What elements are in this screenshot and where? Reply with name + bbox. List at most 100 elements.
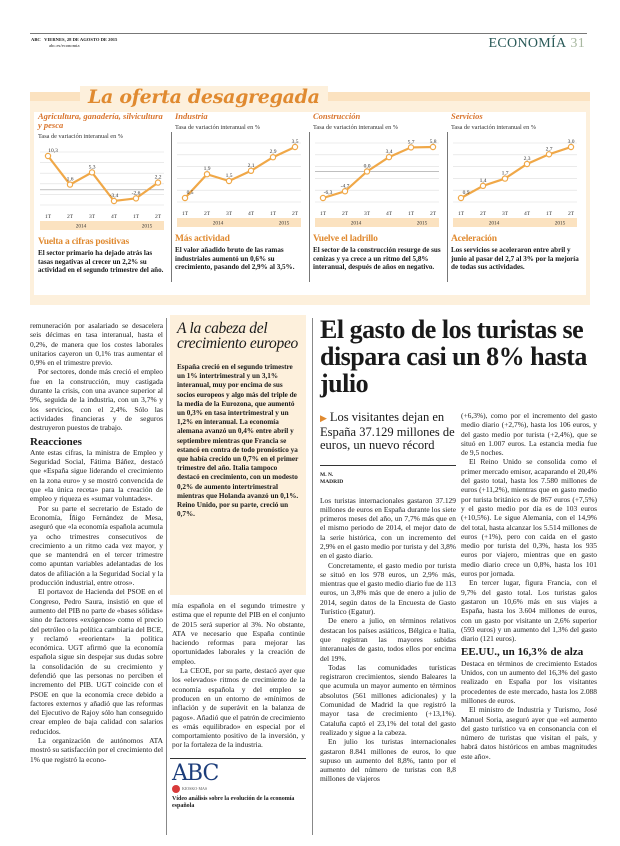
year-band bbox=[453, 218, 539, 227]
series-line bbox=[184, 146, 296, 199]
data-point bbox=[457, 194, 465, 202]
x-tick-label: 1T bbox=[45, 214, 52, 220]
x-tick-label: 1T bbox=[182, 211, 189, 217]
chart-panel: Industria Tasa de variación interanual en… bbox=[175, 112, 305, 292]
year-label: 2014 bbox=[351, 221, 362, 227]
paragraph: Todas las comunidades turísticas registr… bbox=[320, 662, 456, 737]
x-tick-label: 2T bbox=[292, 211, 299, 217]
sidebar-box: A la cabeza del crecimiento europeo Espa… bbox=[170, 315, 306, 595]
data-label: 0,0 bbox=[364, 163, 371, 169]
data-label: 0,9 bbox=[463, 190, 470, 196]
chart-title: Construcción bbox=[313, 111, 361, 121]
abc-logo: ABC bbox=[172, 760, 219, 786]
brand: ABC bbox=[31, 37, 41, 42]
data-label: 3,4 bbox=[386, 149, 393, 155]
chart-panel: Servicios Tasa de variación interanual en… bbox=[451, 112, 581, 292]
series-line bbox=[322, 145, 434, 200]
infographic: La oferta desagregada Agricultura, ganad… bbox=[30, 86, 590, 305]
year-band bbox=[315, 218, 401, 227]
data-point bbox=[247, 167, 255, 175]
data-label: 2,7 bbox=[546, 146, 553, 152]
x-tick-label: 1T bbox=[546, 211, 553, 217]
data-point bbox=[132, 195, 140, 202]
x-tick-label: 1T bbox=[270, 211, 277, 217]
x-tick-label: 2T bbox=[67, 214, 74, 220]
x-tick-label: 2T bbox=[568, 211, 575, 217]
data-label: 2,1 bbox=[248, 163, 255, 169]
column-1: remuneración por asalariado se desaceler… bbox=[30, 321, 163, 764]
panel-text: Los servicios se aceleraron entre abril … bbox=[451, 246, 579, 272]
data-point bbox=[545, 151, 553, 158]
data-label: -3,4 bbox=[110, 193, 119, 199]
series-line bbox=[460, 145, 572, 199]
paragraph: La CEOE, por su parte, destacó ayer que … bbox=[172, 666, 305, 750]
x-tick-label: 4T bbox=[524, 211, 531, 217]
paragraph: Concretamente, el gasto medio por turist… bbox=[320, 560, 456, 617]
year-label: 2015 bbox=[417, 221, 428, 227]
column-3: Los turistas internacionales gastaron 37… bbox=[320, 496, 456, 784]
x-tick-label: 1T bbox=[133, 214, 140, 220]
section-header: ECONOMÍA 31 bbox=[489, 36, 585, 52]
panel-divider bbox=[309, 132, 310, 282]
data-point bbox=[567, 143, 575, 151]
data-point bbox=[319, 194, 327, 202]
subheading: Reacciones bbox=[30, 435, 82, 448]
x-tick-label: 1T bbox=[458, 211, 465, 217]
paragraph: Ante estas cifras, la ministra de Empleo… bbox=[30, 447, 163, 504]
panel-text: El valor añadido bruto de las ramas indu… bbox=[175, 246, 295, 272]
data-label: 2,2 bbox=[155, 175, 162, 181]
year-label: 2014 bbox=[76, 224, 87, 230]
paragraph: De enero a julio, en términos relativos … bbox=[320, 616, 456, 663]
data-label: 3,5 bbox=[292, 139, 299, 145]
paragraph: La organización de autónomos ATA mostró … bbox=[30, 736, 164, 764]
deck-text: Los visitantes dejan en España 37.129 mi… bbox=[320, 410, 455, 452]
data-label: 2,3 bbox=[524, 156, 531, 162]
x-tick-label: 1T bbox=[320, 211, 327, 217]
column-4: (+6,3%), como por el incremento del gast… bbox=[461, 411, 597, 761]
video-caption[interactable]: Vídeo análisis sobre la evolución de la … bbox=[172, 795, 295, 809]
year-label: 2015 bbox=[279, 221, 290, 227]
chart-panel: Agricultura, ganadería, silvicultura y p… bbox=[38, 112, 168, 292]
paragraph: En tercer lugar, figura Francia, con el … bbox=[461, 578, 597, 644]
data-point bbox=[66, 181, 74, 188]
paragraph: Por su parte el secretario de Estado de … bbox=[30, 503, 163, 588]
play-icon bbox=[172, 784, 180, 793]
data-label: 2,9 bbox=[270, 149, 277, 155]
data-point bbox=[88, 169, 96, 176]
year-band bbox=[40, 221, 126, 230]
page-header-left: ABC VIERNES, 28 DE AGOSTO DE 2015 abc.es… bbox=[31, 37, 117, 48]
year-band bbox=[263, 218, 301, 227]
video-promo[interactable]: ABC KIOSKO·MAS Vídeo análisis sobre la e… bbox=[170, 757, 306, 810]
data-point bbox=[479, 182, 487, 190]
header-rule bbox=[30, 33, 587, 34]
data-point bbox=[269, 154, 277, 161]
page-number: 31 bbox=[570, 36, 585, 51]
paragraph: (+6,3%), como por el incremento del gast… bbox=[461, 411, 597, 458]
x-tick-label: 2T bbox=[204, 211, 211, 217]
year-label: 2015 bbox=[142, 224, 153, 230]
data-point bbox=[341, 188, 349, 195]
data-label: 5,8 bbox=[430, 139, 437, 145]
x-tick-label: 3T bbox=[226, 211, 233, 217]
article-headline: El gasto de los turistas se dispara casi… bbox=[320, 315, 587, 398]
panel-headline: Más actividad bbox=[175, 234, 230, 244]
data-label: 1,9 bbox=[204, 166, 211, 172]
data-label: -6,3 bbox=[324, 190, 333, 196]
video-badge: KIOSKO·MAS bbox=[182, 785, 208, 791]
year-band bbox=[401, 218, 439, 227]
paragraph: remuneración por asalariado se desaceler… bbox=[30, 321, 163, 368]
data-point bbox=[407, 144, 415, 151]
paragraph: Los turistas internacionales gastaron 37… bbox=[320, 495, 456, 561]
series-line bbox=[47, 155, 159, 203]
date: VIERNES, 28 DE AGOSTO DE 2015 bbox=[44, 37, 118, 42]
panel-text: El sector primario ha dejado atrás las t… bbox=[38, 249, 164, 275]
data-label: 1,5 bbox=[226, 173, 233, 179]
url[interactable]: abc.es/economia bbox=[49, 42, 80, 48]
x-tick-label: 2T bbox=[430, 211, 437, 217]
x-tick-label: 4T bbox=[111, 214, 118, 220]
chart-subtitle: Tasa de variación interanual en % bbox=[175, 124, 261, 131]
article-deck: ▶ Los visitantes dejan en España 37.129 m… bbox=[320, 410, 456, 453]
